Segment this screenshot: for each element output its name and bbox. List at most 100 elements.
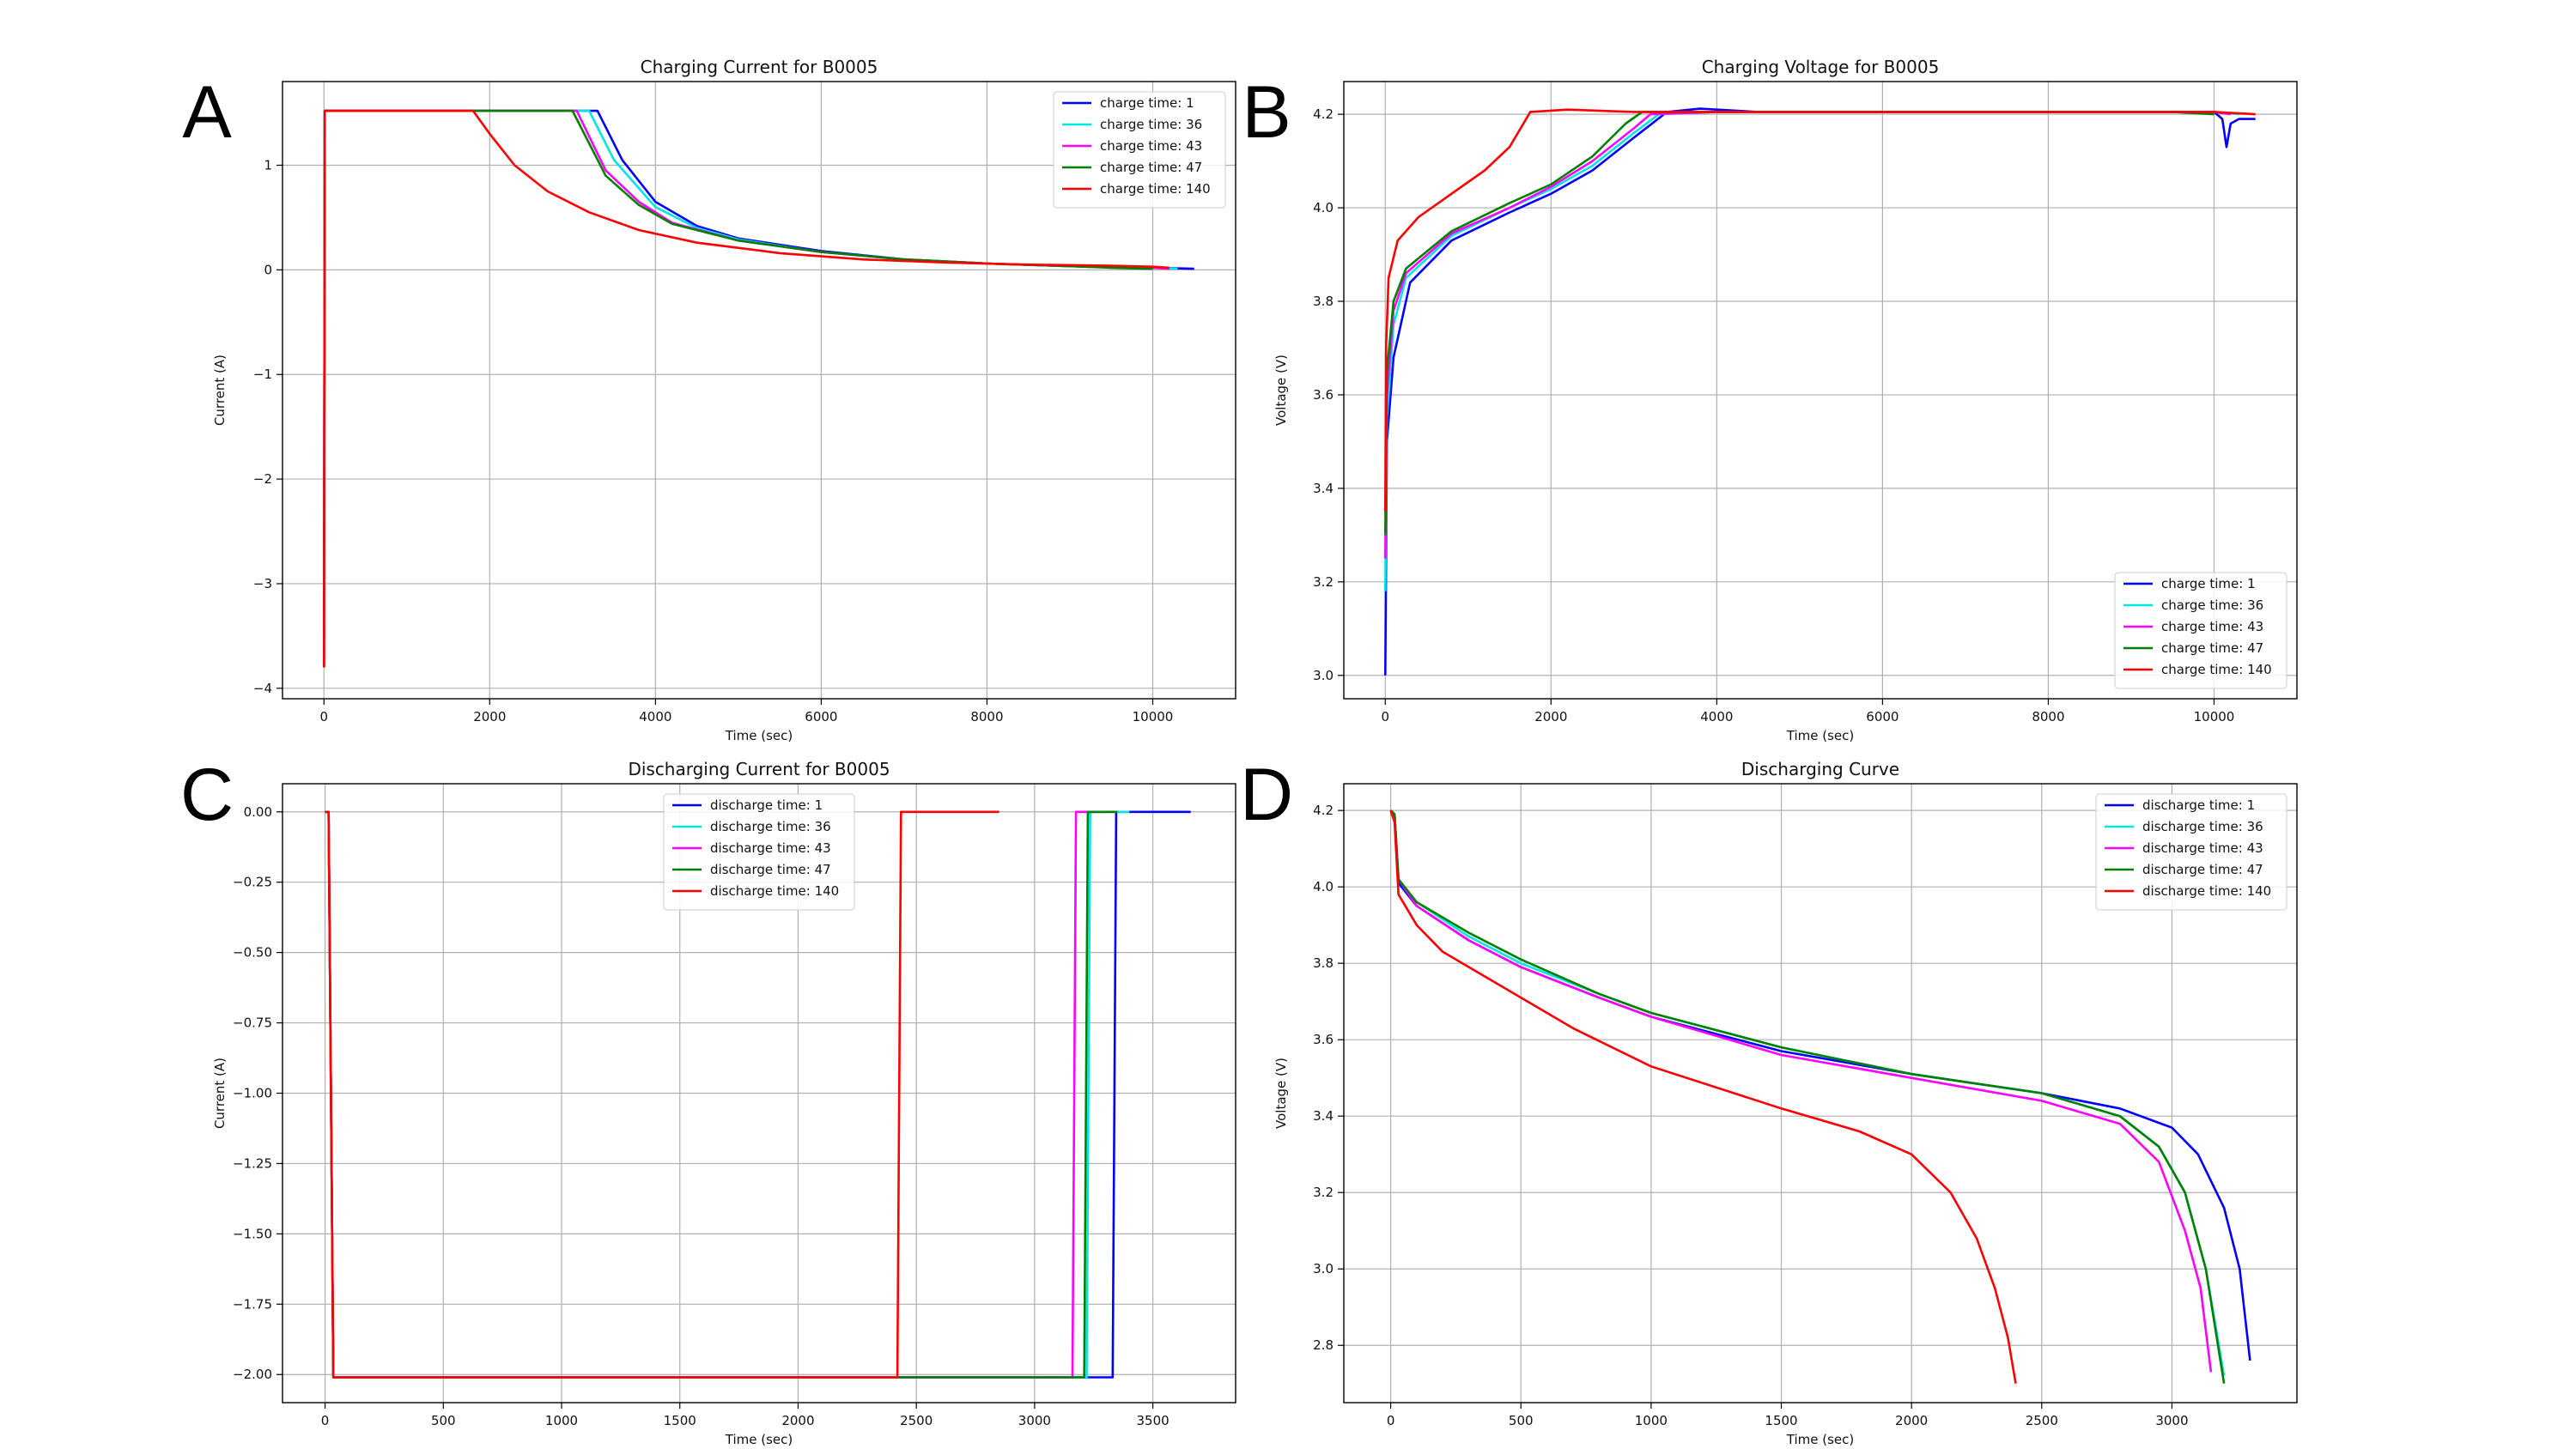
y-tick-label: −4 — [253, 681, 272, 696]
y-tick-label: 4.0 — [1313, 879, 1334, 894]
legend-label: charge time: 43 — [1100, 138, 1202, 154]
series-group — [1384, 107, 2256, 676]
x-tick-label: 0 — [1381, 709, 1389, 724]
x-axis-label: Time (sec) — [1786, 728, 1854, 743]
x-axis-label: Time (sec) — [725, 728, 793, 743]
x-tick-label: 0 — [1387, 1413, 1395, 1428]
series-line-3 — [1384, 111, 2215, 536]
panel-letter: C — [180, 754, 234, 836]
y-tick-label: −3 — [253, 576, 272, 591]
x-tick-label: 2000 — [1895, 1413, 1928, 1428]
y-axis-label: Current (A) — [212, 355, 228, 426]
legend-label: discharge time: 1 — [2142, 797, 2255, 813]
legend-box — [2114, 572, 2287, 689]
legend: charge time: 1 charge time: 36 charge time… — [2114, 572, 2287, 689]
legend-label: charge time: 36 — [1100, 117, 1202, 132]
panel-letter: B — [1242, 71, 1291, 154]
legend-label: discharge time: 140 — [2142, 883, 2271, 899]
series-line-4 — [1389, 809, 2017, 1384]
y-tick-label: 3.2 — [1313, 574, 1334, 590]
legend-label: charge time: 1 — [1100, 95, 1194, 111]
legend-label: charge time: 140 — [2161, 662, 2272, 677]
legend-label: charge time: 1 — [2161, 576, 2256, 591]
y-tick-label: −1 — [253, 367, 272, 382]
series-line-0 — [1384, 107, 2256, 676]
legend-box — [1053, 91, 1226, 209]
x-tick-label: 1500 — [1765, 1413, 1797, 1428]
legend: discharge time: 1 discharge time: 36 disch… — [2095, 793, 2287, 911]
axes-frame — [282, 81, 1236, 700]
legend-label: charge time: 47 — [2161, 640, 2263, 656]
x-axis-label: Time (sec) — [725, 1432, 793, 1447]
series-line-4 — [323, 109, 1170, 668]
legend-label: discharge time: 1 — [710, 797, 823, 813]
chart-title: Charging Voltage for B0005 — [1702, 57, 1940, 77]
y-tick-label: −0.75 — [233, 1016, 272, 1031]
series-line-4 — [325, 810, 999, 1379]
y-tick-label: −1.50 — [233, 1226, 272, 1241]
series-line-1 — [1384, 111, 2239, 591]
x-tick-label: 2000 — [781, 1413, 814, 1428]
x-tick-label: 3500 — [1137, 1413, 1170, 1428]
y-tick-label: 2.8 — [1313, 1337, 1334, 1353]
axes-frame — [1343, 783, 2298, 1404]
legend-label: charge time: 36 — [2161, 597, 2263, 613]
chart-title: Discharging Current for B0005 — [628, 759, 890, 779]
y-tick-label: −0.50 — [233, 945, 272, 961]
legend-label: charge time: 47 — [1100, 160, 1202, 175]
x-tick-label: 10000 — [1133, 709, 1174, 724]
legend-label: discharge time: 47 — [710, 862, 831, 877]
legend-label: discharge time: 43 — [2142, 840, 2263, 856]
series-line-2 — [1384, 111, 2231, 559]
x-tick-label: 2500 — [2026, 1413, 2058, 1428]
x-tick-label: 1000 — [1635, 1413, 1668, 1428]
y-tick-label: −2 — [253, 471, 272, 487]
y-tick-label: 1 — [264, 157, 272, 173]
x-tick-label: 6000 — [1866, 709, 1899, 724]
y-axis-label: Current (A) — [212, 1058, 228, 1129]
y-tick-label: 0 — [264, 262, 272, 277]
x-tick-label: 2000 — [473, 709, 506, 724]
x-tick-label: 4000 — [1700, 709, 1733, 724]
legend-label: discharge time: 47 — [2142, 862, 2263, 877]
x-tick-label: 1000 — [545, 1413, 578, 1428]
legend-label: charge time: 140 — [1100, 181, 1211, 197]
panel-d: D 0 500 1000 1500 2000 2500 3000 2.8 3.0 3.2 3.4 3.6… — [1240, 754, 2298, 1447]
y-tick-label: 3.0 — [1313, 668, 1334, 683]
panel-c: C 0 500 1000 1500 2000 2500 3000 3500 0.00 −0.25 −0… — [180, 754, 1236, 1447]
series-line-2 — [1389, 809, 2213, 1373]
axes-frame — [1343, 81, 2298, 700]
y-tick-label: 3.4 — [1313, 1108, 1334, 1124]
y-tick-label: 4.0 — [1313, 200, 1334, 215]
y-tick-label: −1.25 — [233, 1155, 272, 1171]
legend: charge time: 1 charge time: 36 charge time… — [1053, 91, 1226, 209]
chart-title: Discharging Curve — [1741, 759, 1899, 779]
x-tick-label: 0 — [321, 1413, 330, 1428]
chart-title: Charging Current for B0005 — [641, 57, 878, 77]
legend-label: discharge time: 140 — [710, 883, 839, 899]
y-tick-label: 3.2 — [1313, 1185, 1334, 1200]
x-tick-label: 2000 — [1534, 709, 1567, 724]
legend-box — [663, 793, 855, 911]
y-axis-label: Voltage (V) — [1273, 1058, 1289, 1129]
y-tick-label: −1.75 — [233, 1296, 272, 1312]
legend-box — [2095, 793, 2287, 911]
y-tick-label: 3.8 — [1313, 294, 1334, 309]
series-group — [323, 109, 1194, 668]
series-line-3 — [1389, 809, 2226, 1384]
y-tick-label: 0.00 — [244, 804, 272, 820]
legend-label: charge time: 43 — [2161, 619, 2263, 634]
y-tick-label: 4.2 — [1313, 803, 1334, 818]
x-tick-label: 500 — [431, 1413, 456, 1428]
x-tick-label: 3000 — [1018, 1413, 1051, 1428]
x-tick-label: 4000 — [639, 709, 671, 724]
legend-label: discharge time: 43 — [710, 840, 831, 856]
y-tick-label: −2.00 — [233, 1367, 272, 1382]
panel-a: A 0 2000 4000 6000 8000 10000 −4 −3 −2 −1 0 1 Chargin… — [182, 57, 1236, 743]
y-tick-label: 3.4 — [1313, 481, 1334, 496]
y-tick-label: 3.0 — [1313, 1261, 1334, 1276]
panel-letter: D — [1240, 754, 1293, 836]
x-axis-label: Time (sec) — [1786, 1432, 1854, 1447]
y-tick-label: −1.00 — [233, 1086, 272, 1101]
